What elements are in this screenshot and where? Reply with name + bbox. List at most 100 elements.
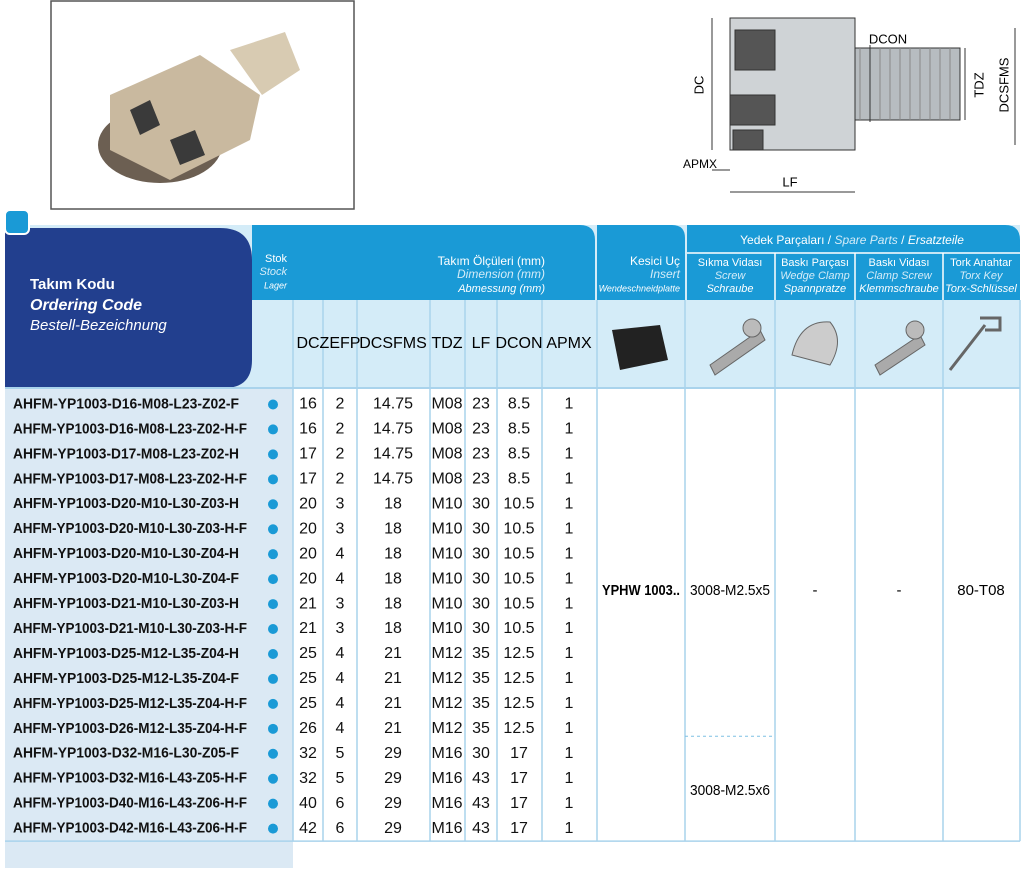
dimension-value: 30 — [472, 545, 490, 562]
dimension-value: 14.75 — [373, 396, 413, 413]
spare-part-header: Baskı Vidası — [869, 257, 930, 269]
column-header: ZEFP — [320, 335, 361, 352]
separator: / — [828, 233, 832, 247]
dimension-value: 35 — [472, 720, 490, 737]
dimension-value: 17 — [510, 770, 528, 787]
ordering-code: AHFM-YP1003-D17-M08-L23-Z02-H — [13, 445, 239, 462]
dimension-value: M10 — [431, 495, 462, 512]
dimension-value: 12.5 — [503, 670, 534, 687]
separator: / — [901, 233, 905, 247]
dimension-value: 20 — [299, 495, 317, 512]
code-column-bg — [5, 388, 293, 868]
column-header: DCON — [495, 335, 542, 352]
dimension-value: 20 — [299, 520, 317, 537]
stock-dot — [268, 424, 278, 435]
stock-dot — [268, 574, 278, 585]
stock-dot — [268, 798, 278, 809]
dimension-value: 1 — [565, 595, 574, 612]
dimension-value: 17 — [299, 471, 317, 488]
dimension-value: 10.5 — [503, 520, 534, 537]
dimension-value: 30 — [472, 570, 490, 587]
dimension-value: 16 — [299, 421, 317, 438]
stock-dot — [268, 474, 278, 485]
spare-parts-label: Ersatzteile — [908, 233, 964, 247]
dimension-value: M12 — [431, 720, 462, 737]
dimension-value: 17 — [299, 446, 317, 463]
column-header: LF — [472, 335, 491, 352]
dimension-value: 35 — [472, 670, 490, 687]
ordering-code: AHFM-YP1003-D17-M08-L23-Z02-H-F — [13, 470, 247, 487]
dimension-value: 25 — [299, 645, 317, 662]
ordering-code: AHFM-YP1003-D42-M16-L43-Z06-H-F — [13, 820, 247, 837]
spare-part-header: Screw — [715, 270, 747, 282]
stock-dot — [268, 499, 278, 510]
column-header: DCSFMS — [359, 335, 427, 352]
dimension-value: 17 — [510, 820, 528, 837]
dimension-header: Takım Ölçüleri (mm) — [438, 254, 545, 268]
dimension-value: 1 — [565, 446, 574, 463]
insert-header: Kesici Uç — [630, 254, 680, 268]
insert-code: YPHW 1003.. — [602, 582, 680, 599]
dimension-value: 1 — [565, 670, 574, 687]
dimension-value: 30 — [472, 520, 490, 537]
spare-part-header: Klemmschraube — [859, 283, 938, 295]
stock-dot — [268, 748, 278, 759]
spare-parts-header: Yedek Parçaları / Spare Parts / Ersatzte… — [740, 233, 964, 247]
stock-dot — [268, 549, 278, 560]
dimension-value: 18 — [384, 595, 402, 612]
dimension-value: 25 — [299, 670, 317, 687]
dimension-value: 43 — [472, 795, 490, 812]
stock-dot — [268, 524, 278, 535]
ordering-code: AHFM-YP1003-D21-M10-L30-Z03-H-F — [13, 620, 247, 637]
column-header: APMX — [546, 335, 592, 352]
stock-dot — [268, 599, 278, 610]
dim-label: LF — [782, 174, 797, 189]
dim-label: DCSFMS — [996, 57, 1011, 112]
dimension-value: 43 — [472, 820, 490, 837]
stock-dot — [268, 449, 278, 460]
dimension-value: 30 — [472, 620, 490, 637]
dimension-value: 21 — [384, 670, 402, 687]
dimension-value: 18 — [384, 545, 402, 562]
dimension-value: 32 — [299, 770, 317, 787]
insert-header: Insert — [650, 267, 681, 281]
spare-parts-label: Yedek Parçaları — [740, 233, 824, 247]
spare-part-header: Spannpratze — [784, 283, 846, 295]
dimension-value: 42 — [299, 820, 317, 837]
spare-parts-label: Spare Parts — [834, 233, 897, 247]
dimension-value: M08 — [431, 421, 462, 438]
dimension-value: 4 — [336, 670, 345, 687]
code-header: Bestell-Bezeichnung — [30, 317, 167, 334]
dimension-value: 40 — [299, 795, 317, 812]
dimension-value: M10 — [431, 620, 462, 637]
dimension-value: 10.5 — [503, 620, 534, 637]
dimension-value: 1 — [565, 396, 574, 413]
dimension-value: 10.5 — [503, 595, 534, 612]
dimension-value: 12.5 — [503, 720, 534, 737]
spare-part-header: Clamp Screw — [866, 270, 932, 282]
dimension-value: 14.75 — [373, 421, 413, 438]
dimension-value: 1 — [565, 695, 574, 712]
ordering-code: AHFM-YP1003-D20-M10-L30-Z04-H — [13, 545, 239, 562]
dimension-value: 30 — [472, 595, 490, 612]
dimension-value: 23 — [472, 421, 490, 438]
wedge-code: - — [813, 582, 818, 599]
dim-label: DC — [691, 76, 706, 95]
dimension-value: 21 — [299, 595, 317, 612]
dimension-value: 8.5 — [508, 446, 530, 463]
ordering-code: AHFM-YP1003-D20-M10-L30-Z03-H — [13, 495, 239, 512]
dimension-value: 29 — [384, 770, 402, 787]
dimension-value: M10 — [431, 595, 462, 612]
dimension-header: Dimension (mm) — [457, 267, 545, 281]
dimension-value: 4 — [336, 545, 345, 562]
column-header: TDZ — [431, 335, 462, 352]
dimension-value: 2 — [336, 396, 345, 413]
stock-dot — [268, 624, 278, 635]
dimension-value: M12 — [431, 645, 462, 662]
dimension-value: 10.5 — [503, 495, 534, 512]
dimension-value: 2 — [336, 471, 345, 488]
ordering-code: AHFM-YP1003-D20-M10-L30-Z04-F — [13, 570, 239, 587]
dimension-value: 14.75 — [373, 471, 413, 488]
dimension-value: 20 — [299, 545, 317, 562]
dimension-value: 4 — [336, 645, 345, 662]
